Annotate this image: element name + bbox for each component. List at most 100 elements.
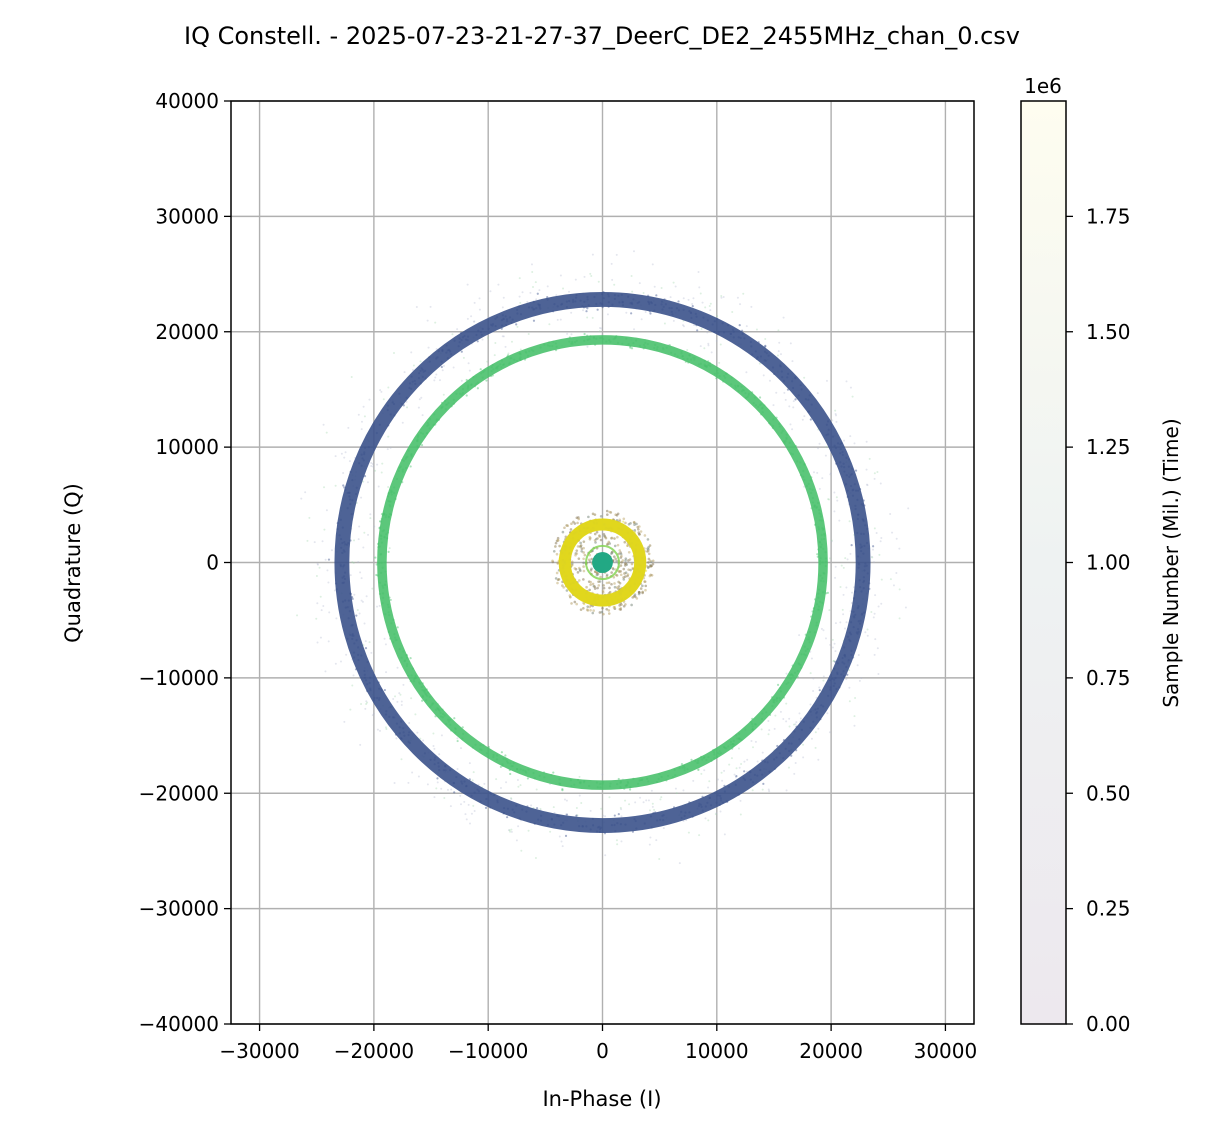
ring-point (479, 368, 482, 371)
ring-point (485, 379, 488, 382)
center-point (633, 521, 636, 524)
outlier-point (848, 700, 851, 703)
ring-point (421, 694, 424, 698)
ring-point (827, 694, 830, 697)
outlier-point (352, 561, 355, 564)
outlier-point (353, 593, 356, 596)
ring-point (446, 403, 449, 406)
ring-point (583, 339, 586, 342)
ring-point (657, 777, 660, 781)
ring-point (794, 444, 797, 448)
ring-point (596, 826, 600, 829)
center-point (606, 513, 609, 516)
outlier-point (374, 469, 377, 472)
ring-point (751, 728, 754, 731)
ring-point (608, 785, 612, 788)
ring-point (531, 306, 534, 309)
ring-point (560, 303, 563, 306)
ring-point (424, 692, 427, 695)
center-point (563, 526, 566, 530)
outlier-point (870, 555, 873, 558)
outlier-point (590, 274, 593, 277)
ring-point (740, 385, 743, 388)
ring-point (765, 352, 768, 355)
outlier-point (828, 498, 831, 501)
ring-point (723, 374, 726, 378)
y-tick-label: −20000 (139, 781, 219, 805)
outlier-point (761, 788, 764, 791)
ring-point (504, 754, 507, 757)
ring-point (401, 470, 404, 473)
outlier-point (787, 766, 790, 769)
colorbar-ticks: 0.000.250.500.751.001.251.501.75 (1066, 204, 1131, 1036)
ring-point (816, 707, 819, 710)
ring-point (677, 309, 680, 312)
ring-point (460, 393, 463, 396)
ring-point (818, 540, 821, 543)
center-point (646, 566, 650, 569)
ring-point (743, 770, 746, 773)
ring-point (860, 545, 863, 548)
ring-point (819, 579, 823, 582)
ring-point (802, 475, 805, 478)
outlier-point (539, 807, 542, 810)
ring-point (716, 369, 719, 372)
ring-point (327, 558, 331, 561)
ring-point (420, 367, 423, 370)
outlier-point (633, 328, 636, 331)
ring-point (410, 453, 413, 457)
center-point (588, 537, 592, 541)
ring-point (477, 329, 480, 332)
ring-point (341, 600, 345, 603)
outlier-point (776, 354, 779, 357)
ring-point (506, 816, 509, 819)
ring-point (775, 756, 778, 759)
ring-point (647, 780, 650, 783)
ring-point (793, 730, 796, 733)
ring-point (817, 548, 820, 551)
ring-point (809, 479, 813, 482)
ring-point (802, 720, 805, 723)
ring-point (416, 439, 419, 443)
ring-point (388, 715, 391, 718)
outlier-point (405, 400, 408, 403)
ring-point (859, 585, 862, 589)
outlier-point (795, 721, 798, 724)
ring-point (677, 300, 680, 303)
outlier-point (403, 371, 406, 374)
ring-point (819, 557, 822, 560)
outlier-point (750, 739, 753, 742)
center-point (551, 559, 554, 563)
outlier-point (715, 811, 718, 814)
outlier-point (518, 295, 521, 298)
outlier-point (502, 335, 505, 338)
ring-point (724, 376, 727, 379)
ring-point (634, 819, 637, 823)
ring-point (676, 355, 679, 358)
outlier-point (583, 275, 586, 278)
outlier-point (473, 809, 476, 812)
ring-point (783, 441, 786, 445)
ring-point (712, 749, 715, 752)
ring-point (688, 309, 691, 313)
outlier-point (582, 309, 585, 312)
center-point (624, 521, 627, 525)
center-point (579, 544, 583, 547)
ring-point (788, 441, 791, 444)
ring-point (502, 806, 506, 810)
ring-point (749, 720, 752, 724)
center-point (649, 564, 653, 568)
center-point (599, 575, 602, 579)
ring-point (756, 356, 759, 359)
ring-point (457, 345, 460, 348)
ring-point (386, 495, 390, 498)
ring-point (863, 544, 866, 548)
y-tick-label: 20000 (155, 320, 219, 344)
ring-point (717, 794, 720, 797)
ring-point (872, 545, 875, 548)
outlier-point (327, 581, 330, 584)
ring-point (508, 316, 512, 319)
outlier-point (674, 285, 677, 288)
ring-point (473, 385, 477, 388)
ring-point (420, 685, 423, 689)
